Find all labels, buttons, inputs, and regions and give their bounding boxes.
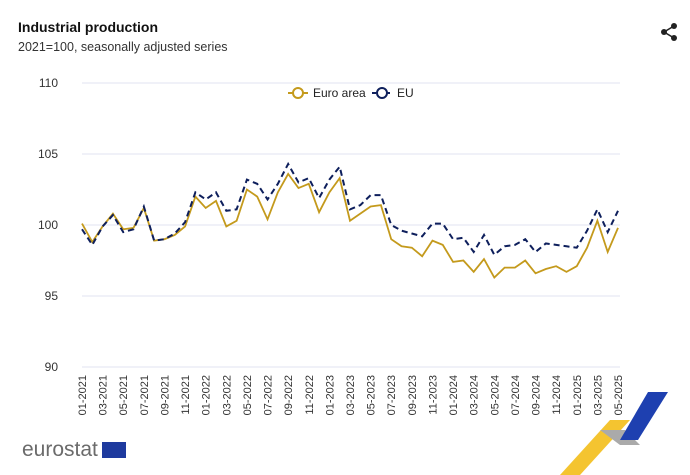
x-tick-label: 09-2021	[159, 375, 171, 415]
x-tick-label: 07-2021	[139, 375, 151, 415]
x-tick-label: 03-2025	[592, 375, 604, 415]
x-tick-label: 01-2021	[77, 375, 89, 415]
legend-item[interactable]: Euro area	[313, 86, 366, 100]
y-tick-label: 95	[45, 289, 59, 303]
series-line-eu[interactable]	[81, 161, 619, 257]
x-tick-label: 03-2023	[345, 375, 357, 415]
y-tick-label: 110	[39, 76, 58, 90]
x-tick-label: 05-2023	[366, 375, 378, 415]
y-tick-label: 105	[38, 147, 58, 161]
x-tick-label: 07-2023	[386, 375, 398, 415]
eu-flag-icon	[101, 442, 126, 458]
x-tick-label: 11-2024	[551, 375, 563, 415]
x-tick-label: 07-2022	[263, 375, 275, 415]
x-tick-label: 05-2024	[489, 375, 501, 415]
x-tick-label: 11-2021	[180, 375, 192, 415]
x-tick-label: 09-2024	[531, 375, 543, 415]
x-tick-label: 07-2024	[510, 375, 522, 415]
x-tick-label: 03-2024	[469, 375, 481, 415]
x-tick-label: 03-2021	[98, 375, 110, 415]
x-tick-label: 11-2022	[304, 375, 316, 415]
y-tick-label: 90	[45, 360, 59, 374]
x-tick-label: 01-2023	[324, 375, 336, 415]
legend-marker	[292, 87, 304, 99]
x-tick-label: 03-2022	[221, 375, 233, 415]
share-icon[interactable]	[660, 22, 678, 42]
x-tick-label: 09-2022	[283, 375, 295, 415]
y-tick-label: 100	[38, 218, 58, 232]
corner-decoration	[560, 392, 668, 475]
eurostat-logo: eurostat	[22, 438, 126, 462]
x-tick-label: 01-2025	[572, 375, 584, 415]
x-tick-label: 05-2022	[242, 375, 254, 415]
x-tick-label: 01-2024	[448, 375, 460, 415]
x-tick-label: 05-2025	[613, 375, 625, 415]
chart-subtitle: 2021=100, seasonally adjusted series	[18, 40, 228, 54]
x-tick-label: 01-2022	[201, 375, 213, 415]
x-tick-label: 11-2023	[427, 375, 439, 415]
x-tick-label: 05-2021	[118, 375, 130, 415]
logo-text: eurostat	[22, 438, 98, 461]
x-tick-label: 09-2023	[407, 375, 419, 415]
legend-marker	[376, 87, 388, 99]
chart-title: Industrial production	[18, 19, 158, 35]
legend-item[interactable]: EU	[397, 86, 414, 100]
series-line-euro-area[interactable]	[81, 172, 619, 279]
